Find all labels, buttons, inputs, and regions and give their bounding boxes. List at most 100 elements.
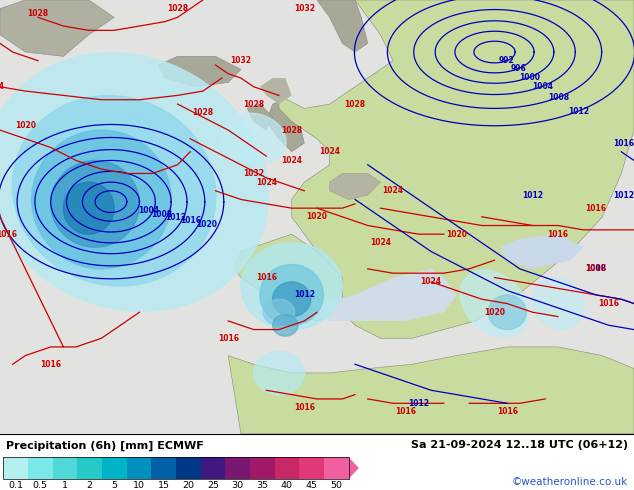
Text: 1016: 1016 xyxy=(496,408,518,416)
Text: 1016: 1016 xyxy=(40,360,61,369)
Text: 1024: 1024 xyxy=(319,147,340,156)
Bar xyxy=(102,457,127,479)
Text: 1016: 1016 xyxy=(256,273,277,282)
Text: 1028: 1028 xyxy=(167,4,188,13)
Text: 20: 20 xyxy=(183,481,194,490)
Text: 1012: 1012 xyxy=(165,213,186,222)
Text: 25: 25 xyxy=(207,481,219,490)
Text: 0.5: 0.5 xyxy=(33,481,48,490)
Text: 1000: 1000 xyxy=(520,73,541,81)
Text: 45: 45 xyxy=(306,481,318,490)
Polygon shape xyxy=(221,113,286,164)
Text: 1012: 1012 xyxy=(522,191,543,199)
Bar xyxy=(3,457,28,479)
Text: 1020: 1020 xyxy=(15,121,36,130)
Bar xyxy=(324,457,349,479)
Polygon shape xyxy=(241,243,342,330)
Text: 35: 35 xyxy=(256,481,268,490)
Polygon shape xyxy=(330,173,380,199)
Polygon shape xyxy=(501,234,583,269)
Text: 1024: 1024 xyxy=(370,238,391,247)
Polygon shape xyxy=(254,351,304,394)
Text: 40: 40 xyxy=(281,481,293,490)
Polygon shape xyxy=(247,104,273,130)
Text: 50: 50 xyxy=(330,481,342,490)
Polygon shape xyxy=(532,278,584,329)
Text: 5: 5 xyxy=(111,481,117,490)
Text: 1004: 1004 xyxy=(533,81,553,91)
Polygon shape xyxy=(273,315,298,336)
Polygon shape xyxy=(235,234,342,321)
Text: 1024: 1024 xyxy=(281,156,302,165)
Text: 1016: 1016 xyxy=(180,217,201,225)
Text: 1016: 1016 xyxy=(598,299,619,308)
Text: 10: 10 xyxy=(133,481,145,490)
Bar xyxy=(299,457,324,479)
Polygon shape xyxy=(317,0,368,52)
Bar xyxy=(77,457,102,479)
Bar xyxy=(176,457,200,479)
Bar xyxy=(53,457,77,479)
Text: Precipitation (6h) [mm] ECMWF: Precipitation (6h) [mm] ECMWF xyxy=(6,441,204,451)
Text: 992: 992 xyxy=(499,56,515,65)
Polygon shape xyxy=(12,96,216,286)
Polygon shape xyxy=(279,0,634,338)
Polygon shape xyxy=(32,130,171,269)
Text: 1020: 1020 xyxy=(484,308,505,317)
Text: 15: 15 xyxy=(158,481,169,490)
Text: 1012: 1012 xyxy=(568,106,589,116)
Polygon shape xyxy=(0,0,114,56)
Text: 1028: 1028 xyxy=(192,108,214,117)
Polygon shape xyxy=(228,347,634,434)
Text: 996: 996 xyxy=(510,64,526,73)
Bar xyxy=(275,457,299,479)
Polygon shape xyxy=(273,282,311,317)
Text: 1008: 1008 xyxy=(548,93,569,101)
Text: 1028: 1028 xyxy=(243,99,264,109)
Text: 1016: 1016 xyxy=(613,139,634,147)
Text: 1012: 1012 xyxy=(613,191,634,199)
Polygon shape xyxy=(488,295,526,330)
Text: 1004: 1004 xyxy=(138,206,159,215)
Text: 1016: 1016 xyxy=(0,230,17,239)
Polygon shape xyxy=(460,270,529,337)
Text: 1028: 1028 xyxy=(27,8,49,18)
Text: 2: 2 xyxy=(87,481,93,490)
Text: 30: 30 xyxy=(231,481,243,490)
Text: 1016: 1016 xyxy=(294,403,315,412)
Text: 1008: 1008 xyxy=(152,210,172,219)
Bar xyxy=(250,457,275,479)
Polygon shape xyxy=(266,100,304,152)
Text: 1024: 1024 xyxy=(382,186,404,196)
Text: 0.1: 0.1 xyxy=(8,481,23,490)
Text: 1012: 1012 xyxy=(408,399,429,408)
Text: 1032: 1032 xyxy=(294,4,315,13)
Text: 1: 1 xyxy=(62,481,68,490)
Text: 1024: 1024 xyxy=(0,82,4,91)
Text: 1032: 1032 xyxy=(243,169,264,178)
Text: 1020: 1020 xyxy=(306,212,328,221)
Text: 1028: 1028 xyxy=(344,99,366,109)
Text: 1016: 1016 xyxy=(585,265,607,273)
Text: 1020: 1020 xyxy=(446,230,467,239)
Text: 1008: 1008 xyxy=(585,265,607,273)
Text: 1024: 1024 xyxy=(420,277,442,286)
Polygon shape xyxy=(260,78,292,104)
Text: 1016: 1016 xyxy=(547,230,569,239)
Polygon shape xyxy=(263,299,295,325)
Polygon shape xyxy=(260,265,323,325)
Polygon shape xyxy=(292,269,456,321)
Bar xyxy=(127,457,152,479)
Bar xyxy=(28,457,53,479)
Polygon shape xyxy=(0,53,268,311)
Bar xyxy=(3,457,349,479)
Bar xyxy=(225,457,250,479)
Text: 1016: 1016 xyxy=(585,204,607,213)
Text: 1020: 1020 xyxy=(197,220,217,229)
Text: 1024: 1024 xyxy=(256,178,277,187)
Polygon shape xyxy=(158,56,241,87)
Text: 1016: 1016 xyxy=(217,334,239,343)
Polygon shape xyxy=(63,182,114,234)
Text: 1016: 1016 xyxy=(395,408,417,416)
Text: 1012: 1012 xyxy=(294,291,315,299)
